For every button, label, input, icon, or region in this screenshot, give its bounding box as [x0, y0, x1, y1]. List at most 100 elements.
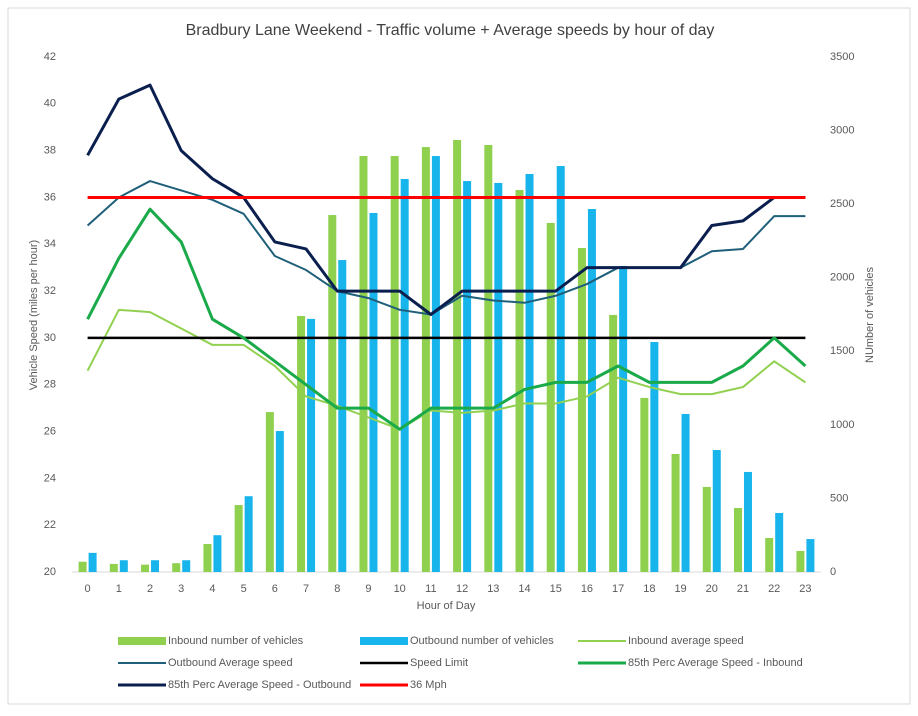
bar [203, 544, 212, 572]
bar [681, 413, 690, 572]
x-tick-label: 14 [518, 583, 530, 595]
legend-swatch [360, 637, 408, 645]
x-tick-label: 15 [550, 583, 562, 595]
bar [453, 139, 462, 572]
bar [275, 431, 284, 572]
bar [369, 212, 378, 572]
x-tick-label: 2 [147, 583, 153, 595]
bar [494, 182, 503, 572]
bar [234, 505, 243, 572]
bar [640, 397, 649, 572]
chart-title: Bradbury Lane Weekend - Traffic volume +… [186, 22, 715, 39]
bar [775, 512, 784, 572]
bar [671, 453, 680, 572]
x-tick-label: 3 [178, 583, 184, 595]
legend-label: Outbound Average speed [168, 657, 293, 669]
y2-tick-label: 2500 [830, 198, 854, 210]
bar [151, 560, 160, 572]
x-tick-label: 5 [241, 583, 247, 595]
y2-tick-label: 500 [830, 492, 848, 504]
bar [307, 318, 316, 572]
line-series [86, 308, 806, 431]
bar [765, 538, 774, 572]
bar [338, 260, 347, 572]
line-series [86, 83, 806, 316]
y-axis-title: Vehicle Speed (miles per hour) [28, 240, 40, 390]
x-tick-label: 22 [768, 583, 780, 595]
y2-tick-label: 1000 [830, 419, 854, 431]
x-tick-label: 11 [425, 583, 436, 595]
y-tick-label: 38 [44, 145, 56, 157]
bar [244, 496, 253, 572]
x-tick-label: 4 [209, 583, 215, 595]
bar [182, 560, 191, 572]
y-tick-label: 22 [44, 519, 56, 531]
y2-tick-label: 1500 [830, 345, 854, 357]
x-tick-label: 10 [394, 583, 406, 595]
x-axis-title: Hour of Day [417, 600, 476, 612]
x-tick-label: 8 [334, 583, 340, 595]
y2-tick-label: 3000 [830, 124, 854, 136]
y-tick-label: 24 [44, 472, 56, 484]
legend-label: Speed Limit [410, 657, 468, 669]
x-tick-label: 1 [116, 583, 122, 595]
bar [297, 315, 306, 572]
bar [78, 561, 87, 572]
bar [546, 222, 555, 572]
bar [172, 563, 181, 572]
bar [328, 215, 337, 572]
bar [806, 539, 815, 572]
legend-label: Inbound average speed [628, 635, 744, 647]
x-tick-label: 9 [365, 583, 371, 595]
bar [265, 412, 274, 572]
x-tick-label: 16 [581, 583, 593, 595]
bar [431, 156, 440, 572]
bar [109, 563, 118, 572]
y-tick-label: 40 [44, 98, 56, 110]
x-tick-label: 21 [737, 583, 749, 595]
legend-swatch [118, 637, 166, 645]
x-tick-label: 23 [799, 583, 811, 595]
x-tick-label: 0 [85, 583, 91, 595]
bar [88, 552, 97, 572]
legend-label: 85th Perc Average Speed - Outbound [168, 679, 351, 691]
bar [213, 535, 222, 572]
bar [359, 156, 368, 572]
bar [141, 564, 150, 572]
bar [577, 247, 586, 572]
bar [463, 181, 472, 572]
y-tick-label: 32 [44, 285, 56, 297]
bar [587, 208, 596, 572]
y2-tick-label: 3500 [830, 51, 854, 63]
x-tick-label: 19 [674, 583, 686, 595]
y2-axis-title: NUmber of vehicles [864, 267, 876, 363]
bar [390, 156, 399, 572]
y2-tick-label: 0 [830, 566, 836, 578]
bar [733, 507, 742, 572]
bar [525, 173, 534, 572]
x-tick-label: 7 [303, 583, 309, 595]
bar [484, 144, 493, 572]
x-tick-label: 20 [706, 583, 718, 595]
bar [712, 450, 721, 572]
x-tick-label: 6 [272, 583, 278, 595]
y-tick-label: 30 [44, 332, 56, 344]
x-tick-label: 17 [612, 583, 624, 595]
x-tick-label: 12 [456, 583, 468, 595]
bar [650, 342, 659, 572]
bar [515, 190, 524, 572]
bar [119, 560, 128, 572]
bar [743, 471, 752, 572]
bar [400, 178, 409, 572]
y2-tick-label: 2000 [830, 272, 854, 284]
x-tick-label: 18 [643, 583, 655, 595]
y-tick-label: 20 [44, 566, 56, 578]
bar [619, 265, 628, 572]
bar [556, 166, 565, 573]
bar [796, 550, 805, 572]
legend-label: Outbound number of vehicles [410, 635, 554, 647]
legend-label: 36 Mph [410, 679, 447, 691]
bar [421, 147, 430, 572]
y-tick-label: 36 [44, 191, 56, 203]
